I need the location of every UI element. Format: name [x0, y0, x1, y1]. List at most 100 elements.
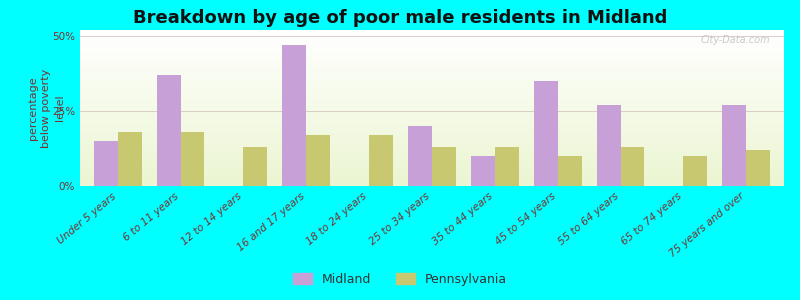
Legend: Midland, Pennsylvania: Midland, Pennsylvania	[288, 268, 512, 291]
Bar	[80, 180, 784, 181]
Bar	[80, 150, 784, 152]
Bar	[80, 33, 784, 35]
Y-axis label: percentage
below poverty
level: percentage below poverty level	[28, 68, 65, 148]
Bar	[80, 156, 784, 158]
Bar	[80, 49, 784, 50]
Bar	[80, 91, 784, 92]
Bar	[80, 105, 784, 106]
Bar	[495, 147, 518, 186]
Bar	[80, 41, 784, 43]
Bar	[80, 106, 784, 108]
Bar	[80, 155, 784, 156]
Bar	[80, 36, 784, 38]
Bar	[80, 35, 784, 36]
Bar	[80, 32, 784, 33]
Bar	[80, 153, 784, 155]
Bar	[683, 156, 707, 186]
Bar	[80, 95, 784, 97]
Bar	[80, 136, 784, 138]
Bar	[80, 127, 784, 128]
Bar	[243, 147, 267, 186]
Bar	[80, 39, 784, 41]
Bar	[369, 135, 393, 186]
Bar	[80, 125, 784, 127]
Bar	[80, 77, 784, 78]
Bar	[80, 169, 784, 170]
Bar	[80, 178, 784, 180]
Bar	[80, 68, 784, 69]
Bar	[80, 119, 784, 121]
Bar	[80, 46, 784, 47]
Bar	[80, 89, 784, 91]
Bar	[80, 146, 784, 147]
Bar	[80, 121, 784, 122]
Bar	[80, 170, 784, 172]
Bar	[80, 114, 784, 116]
Bar	[80, 124, 784, 125]
Bar	[80, 175, 784, 177]
Bar	[80, 103, 784, 105]
Bar	[157, 75, 181, 186]
Bar	[80, 141, 784, 142]
Bar	[181, 132, 205, 186]
Bar	[80, 92, 784, 94]
Bar	[621, 147, 645, 186]
Bar	[558, 156, 582, 186]
Bar	[80, 111, 784, 113]
Bar	[80, 117, 784, 119]
Bar	[80, 53, 784, 55]
Bar	[80, 177, 784, 178]
Bar	[306, 135, 330, 186]
Bar	[80, 138, 784, 139]
Bar	[80, 116, 784, 117]
Bar	[80, 60, 784, 61]
Bar	[80, 113, 784, 114]
Bar	[80, 100, 784, 102]
Bar	[80, 43, 784, 44]
Bar	[408, 126, 432, 186]
Bar	[80, 44, 784, 46]
Bar	[80, 50, 784, 52]
Bar	[80, 94, 784, 95]
Bar	[80, 131, 784, 133]
Bar	[80, 86, 784, 88]
Bar	[80, 173, 784, 175]
Bar	[534, 81, 558, 186]
Bar	[80, 61, 784, 63]
Bar	[80, 38, 784, 39]
Bar	[597, 105, 621, 186]
Bar	[80, 163, 784, 164]
Bar	[80, 47, 784, 49]
Bar	[94, 141, 118, 186]
Bar	[80, 72, 784, 74]
Bar	[80, 144, 784, 146]
Bar	[80, 166, 784, 167]
Bar	[80, 148, 784, 150]
Bar	[80, 181, 784, 183]
Bar	[746, 150, 770, 186]
Bar	[80, 78, 784, 80]
Bar	[80, 108, 784, 110]
Bar	[80, 161, 784, 163]
Bar	[80, 139, 784, 141]
Bar	[432, 147, 456, 186]
Bar	[80, 97, 784, 99]
Bar	[80, 152, 784, 153]
Bar	[80, 147, 784, 148]
Bar	[80, 83, 784, 85]
Bar	[80, 52, 784, 53]
Bar	[80, 82, 784, 83]
Bar	[80, 122, 784, 124]
Bar	[80, 142, 784, 144]
Bar	[80, 99, 784, 100]
Bar	[80, 75, 784, 77]
Bar	[80, 134, 784, 136]
Bar	[80, 74, 784, 75]
Bar	[282, 45, 306, 186]
Bar	[80, 102, 784, 103]
Bar	[80, 30, 784, 31]
Bar	[80, 63, 784, 64]
Bar	[80, 69, 784, 70]
Bar	[80, 56, 784, 58]
Bar	[80, 80, 784, 82]
